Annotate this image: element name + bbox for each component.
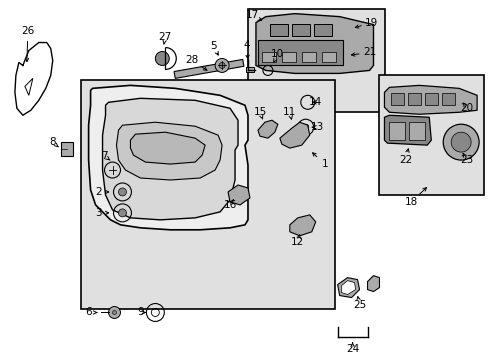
- Polygon shape: [25, 78, 33, 95]
- Polygon shape: [384, 115, 430, 145]
- Text: 25: 25: [352, 300, 366, 310]
- Text: 4: 4: [243, 40, 250, 50]
- Text: 15: 15: [253, 107, 266, 117]
- Text: 23: 23: [460, 155, 473, 165]
- Polygon shape: [279, 122, 309, 148]
- Text: 5: 5: [209, 41, 216, 50]
- Circle shape: [118, 188, 126, 196]
- Bar: [61, 142, 73, 156]
- Text: 6: 6: [85, 307, 92, 318]
- Bar: [245, 67, 253, 72]
- Bar: [174, 59, 244, 78]
- Text: 11: 11: [283, 107, 296, 117]
- Circle shape: [450, 132, 470, 152]
- Polygon shape: [130, 132, 205, 164]
- Text: 21: 21: [362, 48, 375, 58]
- Polygon shape: [116, 122, 222, 180]
- Text: 12: 12: [290, 237, 304, 247]
- Bar: [441, 93, 454, 105]
- Circle shape: [219, 62, 224, 68]
- Bar: [301, 53, 315, 62]
- Circle shape: [302, 124, 308, 130]
- Circle shape: [108, 306, 120, 319]
- Bar: [425, 93, 437, 105]
- Bar: [81, 80, 334, 310]
- Bar: [247, 9, 385, 112]
- Circle shape: [155, 51, 169, 66]
- Text: 24: 24: [345, 345, 359, 354]
- Text: 28: 28: [185, 55, 199, 66]
- Bar: [408, 122, 425, 140]
- Polygon shape: [255, 14, 373, 73]
- Bar: [291, 24, 309, 36]
- Text: 17: 17: [245, 10, 258, 20]
- Circle shape: [112, 310, 116, 315]
- Bar: [258, 40, 342, 66]
- Text: 1: 1: [321, 159, 327, 169]
- Polygon shape: [341, 280, 355, 294]
- Bar: [407, 93, 421, 105]
- Bar: [379, 75, 483, 195]
- Bar: [388, 122, 405, 140]
- Text: 2: 2: [95, 187, 102, 197]
- Polygon shape: [289, 215, 315, 236]
- Bar: [262, 53, 275, 62]
- Text: 8: 8: [49, 137, 56, 147]
- Text: 7: 7: [101, 151, 108, 161]
- Bar: [321, 53, 335, 62]
- Polygon shape: [88, 85, 247, 230]
- Text: 9: 9: [137, 307, 143, 318]
- Text: 16: 16: [223, 200, 236, 210]
- Polygon shape: [337, 278, 359, 298]
- Text: 27: 27: [159, 32, 172, 41]
- Text: 20: 20: [460, 103, 473, 113]
- Polygon shape: [102, 98, 238, 220]
- Polygon shape: [384, 85, 476, 114]
- Circle shape: [215, 58, 228, 72]
- Text: 13: 13: [310, 122, 324, 132]
- Bar: [390, 93, 404, 105]
- Circle shape: [442, 124, 478, 160]
- Bar: [281, 53, 295, 62]
- Text: 18: 18: [404, 197, 417, 207]
- Polygon shape: [258, 120, 277, 138]
- Polygon shape: [367, 276, 379, 292]
- Circle shape: [118, 209, 126, 217]
- Text: 10: 10: [271, 49, 284, 59]
- Bar: [313, 24, 331, 36]
- Polygon shape: [227, 185, 249, 205]
- Text: 22: 22: [398, 155, 411, 165]
- Bar: [269, 24, 287, 36]
- Text: 14: 14: [308, 97, 322, 107]
- Text: 3: 3: [95, 208, 102, 218]
- Text: 19: 19: [364, 18, 377, 28]
- Text: 26: 26: [21, 26, 34, 36]
